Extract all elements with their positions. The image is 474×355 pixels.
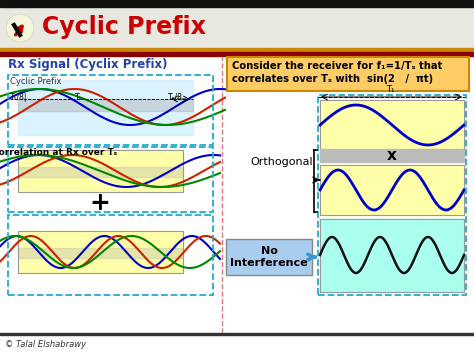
Text: No
Interference: No Interference (230, 246, 308, 268)
Text: correlates over Tₛ with  sin(2   /  πt): correlates over Tₛ with sin(2 / πt) (232, 74, 433, 84)
FancyBboxPatch shape (226, 239, 312, 275)
Bar (0, 7, 474, 50)
Bar (320, 165, 464, 215)
Bar (18, 150, 183, 192)
Bar (0, 52, 474, 56)
Bar (320, 219, 464, 292)
Bar (18, 150, 183, 192)
Bar (0, 48, 474, 52)
Bar (318, 95, 466, 295)
Bar (0, 0, 474, 7)
Bar (320, 100, 464, 150)
Text: Rx Signal (Cyclix Prefix): Rx Signal (Cyclix Prefix) (8, 58, 167, 71)
Bar (0, 333, 474, 335)
Bar (18, 80, 193, 135)
Bar (320, 219, 464, 292)
Bar (18, 231, 183, 273)
Bar (8, 147, 213, 212)
Text: Cyclic Prefix: Cyclic Prefix (10, 77, 62, 86)
Text: Orthogonal: Orthogonal (250, 157, 313, 167)
Text: Tₛ: Tₛ (75, 93, 82, 102)
Text: © Talal Elshabrawy: © Talal Elshabrawy (5, 340, 86, 349)
Bar (18, 231, 183, 273)
Bar (320, 165, 464, 215)
Bar (18, 99, 193, 111)
Circle shape (6, 14, 34, 42)
Text: Tₛ/8: Tₛ/8 (168, 93, 183, 102)
Text: Consider the receiver for f₁=1/Tₛ that: Consider the receiver for f₁=1/Tₛ that (232, 61, 442, 71)
Bar (320, 100, 464, 150)
Text: T₁: T₁ (386, 85, 394, 94)
Text: Correlation at Rx over Tₛ: Correlation at Rx over Tₛ (0, 148, 118, 157)
Text: Tₛ/8|: Tₛ/8| (10, 93, 27, 102)
Bar (8, 215, 213, 295)
Text: Cyclic Prefix: Cyclic Prefix (42, 15, 206, 39)
Bar (8, 75, 213, 145)
Bar (18, 167, 183, 177)
Bar (320, 149, 464, 162)
FancyBboxPatch shape (227, 57, 469, 91)
Text: +: + (90, 191, 110, 215)
Text: x: x (387, 148, 397, 164)
Bar (18, 248, 183, 258)
